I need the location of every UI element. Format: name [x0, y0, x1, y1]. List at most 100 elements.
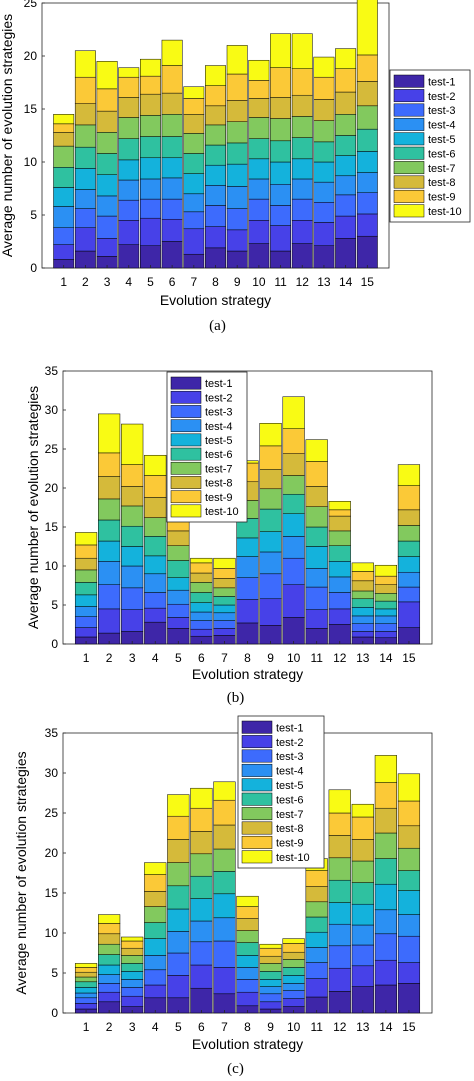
- legend-label-test-5: test-5: [276, 780, 304, 792]
- x-tick-label: 14: [339, 275, 353, 289]
- x-tick-label: 5: [175, 1020, 182, 1034]
- bar-segment-test-3-1: [74, 997, 98, 1004]
- bar-segment-test-3-12: [328, 592, 351, 610]
- x-tick-label: 10: [252, 275, 266, 289]
- bar-segment-test-5-3: [121, 971, 144, 980]
- bar-segment-test-10-1: [74, 963, 98, 968]
- bar-segment-test-5-6: [161, 157, 183, 179]
- legend-swatch-test-4: [393, 117, 425, 131]
- legend-label-test-5: test-5: [428, 134, 456, 146]
- bar-segment-test-5-2: [98, 540, 121, 562]
- bar-segment-test-3-1: [53, 227, 75, 245]
- legend-swatch-test-9: [241, 835, 273, 849]
- x-tick-label: 10: [287, 651, 301, 665]
- bar-segment-test-4-2: [74, 189, 96, 209]
- bar-segment-test-8-1: [74, 971, 98, 978]
- bar-segment-test-8-11: [305, 486, 328, 507]
- bar-segment-test-4-11: [305, 947, 328, 963]
- bar-segment-test-1-14: [374, 984, 397, 1014]
- bar-segment-test-9-3: [121, 940, 144, 949]
- bar-segment-test-7-5: [139, 115, 161, 137]
- bar-segment-test-10-13: [313, 56, 335, 78]
- bar-segment-test-4-13: [313, 181, 335, 203]
- bar-segment-test-1-15: [397, 983, 421, 1014]
- bar-segment-test-6-1: [74, 981, 98, 988]
- bar-segment-test-7-14: [374, 832, 397, 859]
- legend-label-test-6: test-6: [428, 148, 456, 160]
- bar-segment-test-6-12: [328, 879, 351, 903]
- bar-segment-test-7-12: [291, 116, 313, 138]
- bar-segment-test-9-7: [213, 799, 236, 826]
- bar-segment-test-10-6: [190, 787, 213, 809]
- y-tick-label: 20: [45, 481, 59, 495]
- bar-segment-test-6-8: [236, 942, 259, 956]
- y-tick-label: 15: [24, 102, 38, 116]
- bar-segment-test-6-11: [270, 140, 292, 163]
- legend-swatch-test-5: [393, 132, 425, 146]
- bar-segment-test-9-9: [226, 73, 248, 101]
- bar-segment-test-4-1: [53, 206, 75, 228]
- bar-segment-test-7-11: [305, 506, 328, 528]
- bar-segment-test-8-15: [356, 81, 378, 107]
- x-tick-label: 9: [234, 275, 241, 289]
- bar-segment-test-3-5: [167, 952, 190, 976]
- bar-segment-test-8-11: [305, 886, 328, 903]
- bar-segment-test-8-9: [226, 100, 248, 122]
- x-tick-label: 1: [83, 651, 90, 665]
- bar-segment-test-9-10: [282, 428, 305, 454]
- bar-segment-test-7-3: [96, 132, 118, 154]
- bar-segment-test-4-10: [282, 983, 305, 991]
- y-tick-label: 15: [45, 520, 59, 534]
- bar-segment-test-3-4: [144, 969, 167, 986]
- x-tick-label: 3: [104, 275, 111, 289]
- bar-segment-test-7-15: [397, 847, 421, 871]
- bar-segment-test-9-7: [213, 568, 236, 579]
- bar-segment-test-10-10: [282, 938, 305, 944]
- bar-segment-test-4-9: [259, 551, 282, 575]
- y-tick-label: 5: [51, 966, 58, 980]
- bar-segment-test-1-15: [356, 235, 378, 269]
- bar-segment-test-7-1: [53, 145, 75, 168]
- panel-caption: (c): [227, 1061, 244, 1077]
- bar-segment-test-7-11: [270, 118, 292, 142]
- bar-segment-test-5-1: [53, 187, 75, 207]
- bar-segment-test-3-4: [144, 592, 167, 609]
- bar-segment-test-3-13: [351, 944, 374, 967]
- bar-segment-test-4-4: [118, 179, 140, 201]
- bar-segment-test-3-10: [282, 557, 305, 585]
- x-tick-label: 3: [129, 651, 136, 665]
- bar-segment-test-7-12: [328, 530, 351, 546]
- bar-segment-test-5-10: [248, 158, 270, 180]
- bar-segment-test-7-8: [236, 930, 259, 943]
- bar-segment-test-10-12: [328, 789, 351, 814]
- bar-segment-test-9-8: [236, 906, 259, 919]
- x-tick-label: 1: [60, 275, 67, 289]
- bar-segment-test-2-9: [259, 598, 282, 626]
- bar-segment-test-2-14: [335, 215, 357, 239]
- bar-segment-test-3-15: [356, 192, 378, 215]
- bar-segment-test-8-10: [248, 98, 270, 118]
- legend-swatch-test-2: [393, 89, 425, 103]
- bar-segment-test-7-13: [351, 860, 374, 883]
- bar-segment-test-9-2: [98, 452, 121, 477]
- bar-segment-test-2-4: [144, 607, 167, 623]
- bar-segment-test-1-10: [248, 243, 270, 269]
- bar-segment-test-2-11: [305, 609, 328, 629]
- chart-panel-3: 1 2 3 4 5 6 7 8 9 10 11 12 13 14 1505101520253035Evolu…: [13, 715, 433, 1077]
- bar-segment-test-5-15: [397, 556, 421, 573]
- legend-swatch-test-6: [393, 146, 425, 160]
- bar-segment-test-3-6: [190, 620, 213, 630]
- y-tick-label: 10: [24, 155, 38, 169]
- bar-segment-test-8-3: [121, 486, 144, 507]
- legend-label-test-2: test-2: [428, 91, 456, 103]
- bar-segment-test-6-2: [98, 954, 121, 966]
- bar-segment-test-4-6: [161, 177, 183, 200]
- bar-segment-test-10-8: [205, 65, 226, 86]
- bar-segment-test-8-12: [328, 515, 351, 532]
- bar-segment-test-10-15: [356, 0, 378, 56]
- bar-segment-test-2-7: [213, 628, 236, 636]
- bar-segment-test-6-13: [351, 598, 374, 608]
- y-axis-label: Average number of evolution strategies: [13, 751, 29, 994]
- legend-label-test-3: test-3: [205, 407, 233, 419]
- bar-segment-test-9-6: [190, 807, 213, 832]
